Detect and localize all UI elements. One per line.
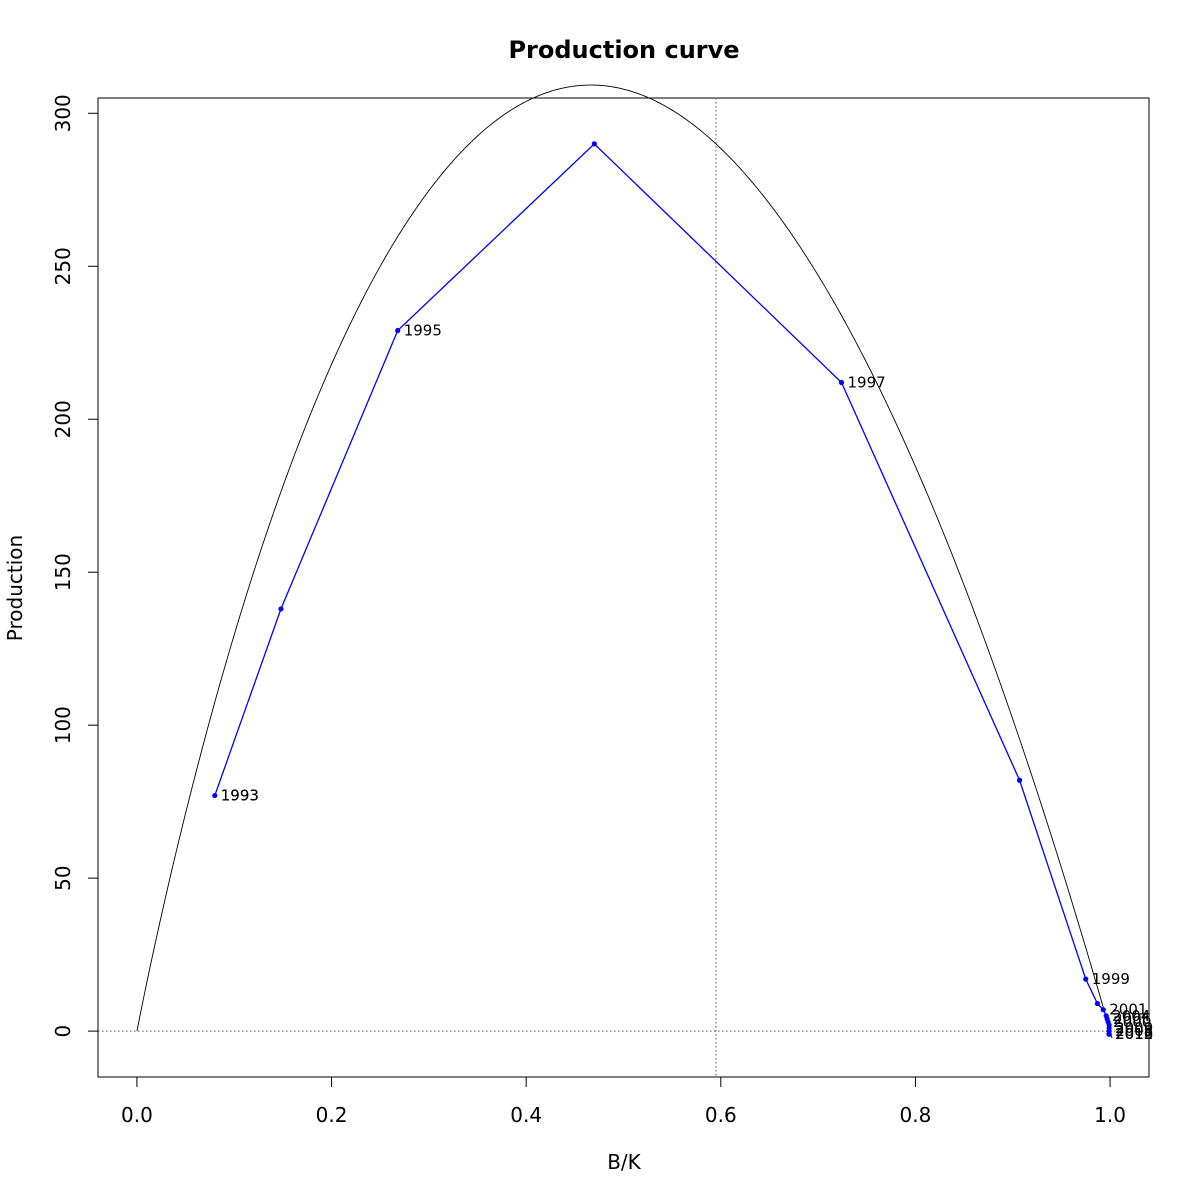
- x-tick-label: 0.4: [510, 1103, 542, 1127]
- point-label: 2009: [1115, 1019, 1153, 1037]
- point-label: 2015: [1115, 1025, 1153, 1043]
- reference-lines: [98, 98, 1149, 1077]
- x-tick-label: 1.0: [1094, 1103, 1126, 1127]
- x-tick-label: 0.6: [705, 1103, 737, 1127]
- plot-frame: [97, 97, 1150, 1078]
- observed-point: [212, 792, 218, 799]
- point-label: 1993: [221, 787, 259, 805]
- point-label: 2001: [1109, 1001, 1147, 1019]
- chart-title: Production curve: [508, 36, 739, 64]
- point-label: 1993: [221, 787, 259, 805]
- point-label: 2004: [1112, 1007, 1150, 1025]
- observed-point: [1083, 976, 1089, 982]
- point-label: 2016: [1115, 1025, 1153, 1043]
- observed-point: [395, 327, 401, 334]
- observed-point: [278, 606, 284, 612]
- point-labels-layer: 1993199319951997199920012004200620002009…: [221, 322, 1154, 1044]
- y-tick-label: 150: [51, 553, 75, 591]
- x-axis-label: B/K: [607, 1150, 641, 1174]
- x-tick-label: 0.8: [900, 1103, 932, 1127]
- model-production-curve: [136, 84, 1113, 1039]
- y-tick-label: 100: [51, 706, 75, 744]
- x-axis: 0.0 0.2 0.4 0.6 0.8 1.0: [121, 1076, 1126, 1127]
- observed-point: [591, 141, 597, 147]
- x-tick-label: 0.0: [121, 1103, 153, 1127]
- observed-point: [1100, 1007, 1106, 1013]
- observed-point: [1106, 1031, 1112, 1037]
- point-label: 2000: [1113, 1013, 1151, 1031]
- point-label: 1995: [404, 322, 442, 340]
- y-tick-label: 300: [51, 94, 75, 132]
- y-tick-label: 250: [51, 247, 75, 285]
- y-axis-label: Production: [3, 535, 27, 641]
- observed-series-layer: [212, 141, 1112, 1037]
- observed-point: [838, 379, 845, 386]
- x-tick-label: 0.2: [316, 1103, 348, 1127]
- y-axis: 0 50 100 150 200 250 300: [51, 94, 99, 1038]
- y-tick-label: 50: [51, 865, 75, 890]
- observed-point: [1094, 1000, 1101, 1007]
- point-label: 1997: [847, 374, 885, 392]
- y-tick-label: 200: [51, 400, 75, 438]
- point-label: 1999: [1092, 970, 1130, 988]
- model-curve-layer: [136, 84, 1113, 1039]
- observed-point: [1016, 777, 1023, 783]
- y-tick-label: 0: [51, 1025, 75, 1038]
- observed-series-line: [214, 142, 1110, 1035]
- point-label: 2008: [1115, 1022, 1153, 1040]
- point-label: 2006: [1113, 1010, 1151, 1028]
- point-label: 2012: [1115, 1025, 1153, 1043]
